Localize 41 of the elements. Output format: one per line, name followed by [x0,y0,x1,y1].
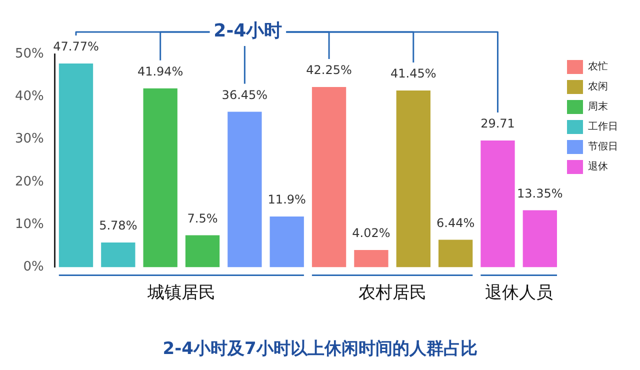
legend-label: 退休 [588,160,608,173]
data-label: 4.02% [352,226,390,240]
data-label: 5.78% [99,218,138,233]
bar [270,216,304,268]
legend-label: 节假日 [588,140,618,153]
bar [185,235,220,268]
y-tick-label: 40% [14,89,44,104]
data-label: 41.94% [137,64,184,78]
legend-label: 农闲 [588,80,608,93]
y-tick-label: 20% [14,174,44,190]
bar [354,250,388,268]
data-label: 13.35% [517,186,563,200]
legend-label: 农忙 [588,60,608,73]
bar [480,140,515,268]
y-tick-label: 0% [23,260,44,275]
text: 农村居民 [358,283,426,304]
bar [522,210,557,268]
text: 2-4小时及7小时以上休闲时间的人群占比 [162,339,478,360]
y-tick-label: 10% [14,216,44,232]
data-label: 11.9% [268,192,306,207]
bar [438,240,473,268]
y-tick-label: 50% [14,46,44,62]
bar [396,90,430,268]
bar [101,242,136,268]
legend-label: 周末 [588,100,608,113]
data-label: 42.25% [306,63,352,78]
y-tick-label: 30% [14,132,44,147]
bar [143,88,178,268]
data-label: 29.71 [480,116,515,131]
bar [228,112,262,268]
legend-label: 工作日 [588,122,618,133]
data-label: 41.45% [390,66,436,81]
text: 2-4小时 [214,20,282,42]
bar [312,87,346,268]
text: 退休人员 [484,283,553,304]
text: 城镇居民 [146,283,216,304]
data-label: 47.77% [53,40,99,54]
bar [58,64,94,268]
data-label: 36.45% [222,88,268,102]
data-label: 7.5% [187,211,218,226]
data-label: 6.44% [436,216,475,230]
